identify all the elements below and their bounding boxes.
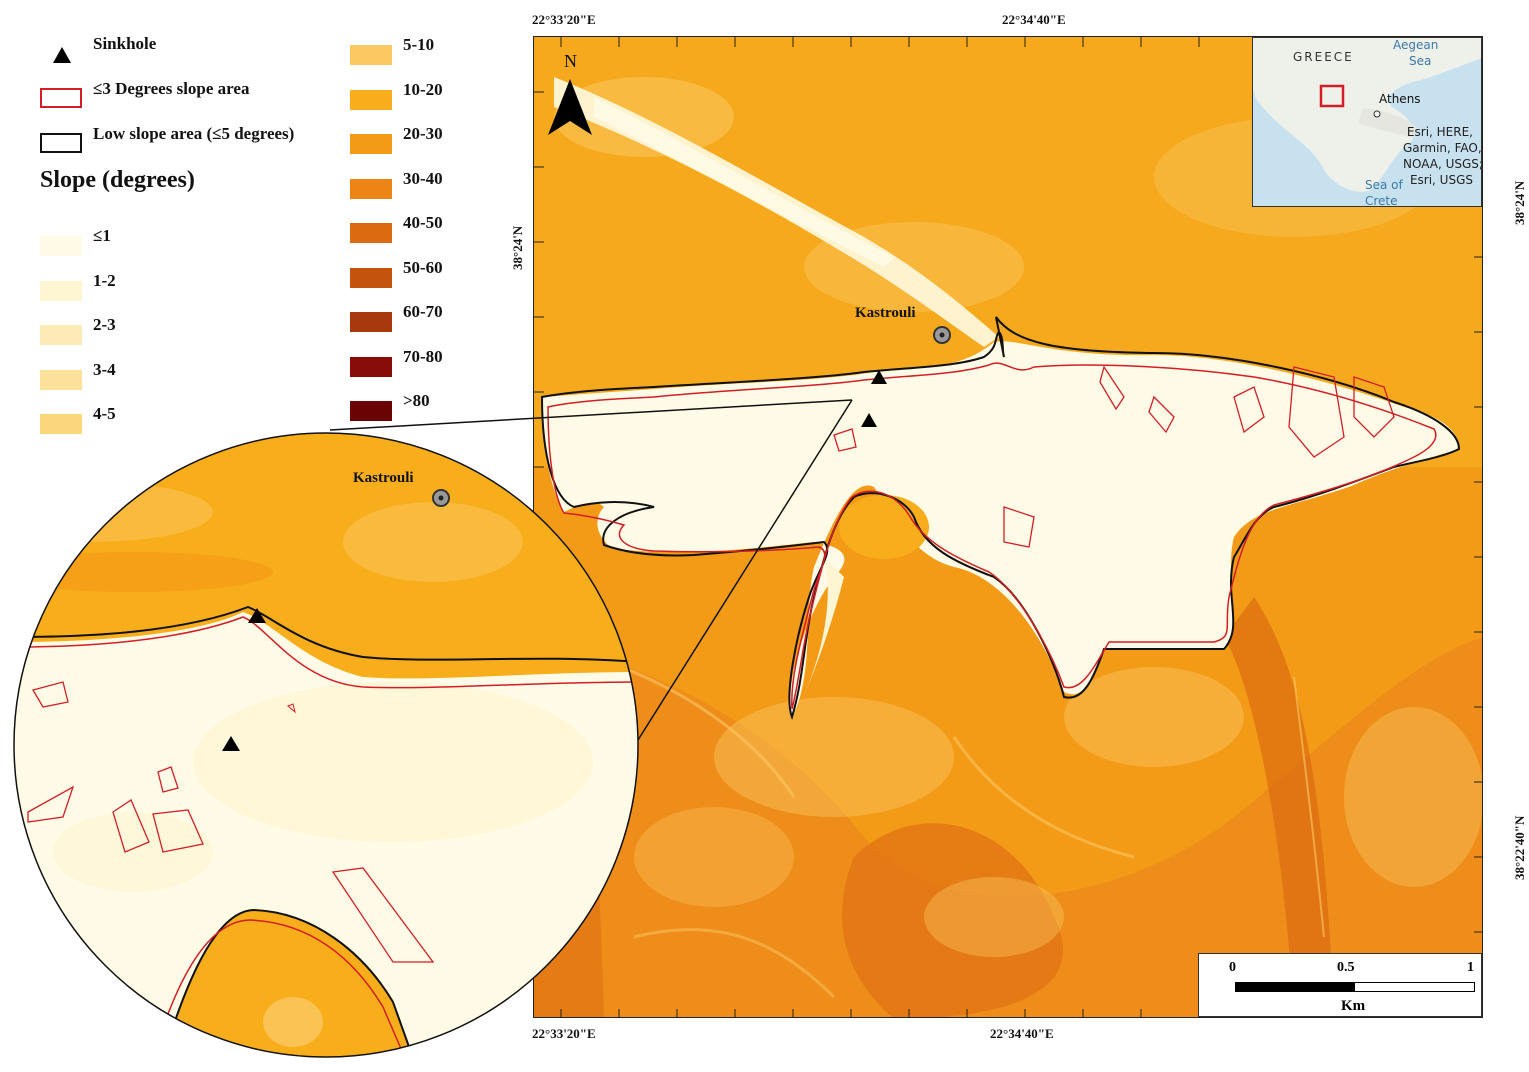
settlement-marker-icon (933, 326, 951, 344)
legend-low5-label: Low slope area (≤5 degrees) (93, 124, 295, 143)
inset-sea-aegean-1: Aegean (1393, 38, 1439, 52)
scale-bar-fill (1236, 983, 1355, 991)
scale-bar-track (1235, 982, 1475, 992)
legend-sinkhole-label: Sinkhole (93, 34, 157, 53)
slope-class-label: 3-4 (93, 359, 116, 379)
slope-class-label: 30-40 (403, 168, 443, 188)
inset-attribution: Esri, HERE, Garmin, FAO, NOAA, USGS; Esr… (1403, 124, 1482, 188)
slope-class-swatch (350, 356, 392, 377)
sinkhole-marker-icon (861, 413, 877, 427)
slope-class-swatch (350, 89, 392, 110)
inset-sea-crete-1: Sea of (1365, 178, 1403, 192)
slope-class-label: ≤1 (93, 226, 111, 245)
attribution-line: NOAA, USGS; (1403, 157, 1482, 171)
coord-left-lat: 38°24'N (510, 225, 525, 270)
slope-class-label: 70-80 (403, 346, 443, 366)
inset-sea-aegean-2: Sea (1409, 54, 1432, 68)
zoom-kastrouli-label: Kastrouli (353, 470, 414, 486)
legend-low3-label: ≤3 Degrees slope area (93, 79, 250, 98)
slope-class-swatch (350, 267, 392, 288)
low5-swatch (40, 133, 82, 153)
slope-class-label: >80 (403, 391, 430, 410)
slope-class-label: 60-70 (403, 302, 443, 321)
sinkhole-marker-icon (248, 608, 266, 623)
coord-right-lat-top: 38°24'N (1512, 180, 1527, 225)
low3-swatch (40, 88, 82, 108)
coord-bottom-center: 22°34'40"E (990, 1026, 1054, 1041)
inset-country-label: GREECE (1293, 50, 1354, 64)
slope-class-swatch (40, 236, 82, 256)
coord-bottom-left: 22°33'20"E (532, 1026, 596, 1041)
north-arrow-icon (548, 79, 592, 135)
slope-class-label: 4-5 (93, 404, 116, 423)
slope-class-label: 10-20 (403, 79, 443, 99)
slope-class-swatch (40, 414, 82, 434)
slope-class-swatch (350, 134, 392, 154)
slope-class-label: 20-30 (403, 124, 443, 143)
slope-class-label: 50-60 (403, 257, 443, 277)
scale-tick-half: 0.5 (1337, 960, 1355, 975)
slope-class-swatch (40, 280, 82, 301)
sinkhole-marker-icon (222, 736, 240, 751)
scale-bar: 0 0.5 1 Km (1198, 953, 1482, 1017)
locator-inset: GREECE Aegean Sea Athens Sea of Crete Es… (1252, 37, 1482, 207)
scale-unit: Km (1341, 998, 1366, 1014)
slope-raster (534, 37, 1482, 1017)
slope-class-label: 40-50 (403, 213, 443, 232)
scale-tick-0: 0 (1229, 960, 1236, 975)
slope-title: Slope (degrees) (40, 167, 195, 193)
slope-class-swatch (40, 325, 82, 345)
inset-city-label: Athens (1379, 92, 1421, 106)
inset-sea-crete-2: Crete (1365, 194, 1398, 207)
slope-class-swatch (350, 312, 392, 332)
sinkhole-icon (53, 47, 71, 63)
attribution-line: Garmin, FAO, (1403, 141, 1482, 155)
inset-land (1253, 38, 1481, 192)
slope-class-swatch (350, 401, 392, 421)
slope-map: N Kastrouli (533, 36, 1483, 1018)
sinkhole-marker-icon (871, 370, 887, 384)
coord-top-left: 22°33'20"E (532, 12, 596, 27)
attribution-line: Esri, HERE, (1406, 125, 1473, 139)
slope-class-label: 1-2 (93, 270, 116, 290)
zoom-circle (13, 432, 639, 1058)
slope-class-swatch (40, 369, 82, 390)
kastrouli-label: Kastrouli (855, 305, 916, 321)
slope-class-label: 2-3 (93, 315, 116, 334)
coord-top-center: 22°34'40"E (1002, 12, 1066, 27)
north-label: N (564, 51, 577, 71)
slope-class-swatch (350, 178, 392, 199)
slope-class-swatch (350, 45, 392, 65)
scale-tick-1: 1 (1467, 960, 1474, 975)
coord-right-lat-bottom: 38°22'40"N (1512, 815, 1527, 880)
slope-class-swatch (350, 223, 392, 243)
slope-class-label: 5-10 (403, 35, 435, 54)
attribution-line: Esri, USGS (1409, 173, 1473, 187)
zoom-connector (329, 399, 853, 741)
